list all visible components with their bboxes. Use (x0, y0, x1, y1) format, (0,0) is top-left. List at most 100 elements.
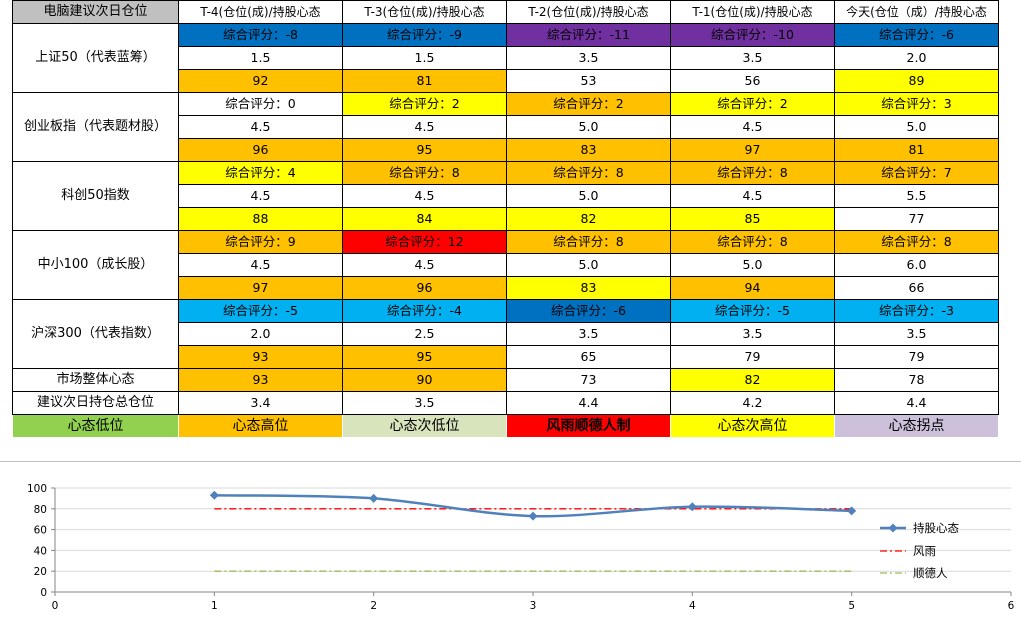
score-row: 科创50指数 综合评分：4 综合评分：8 综合评分：8 综合评分：8 综合评分：7 (12, 161, 999, 231)
index-name: 创业板指（代表题材股） (12, 92, 179, 162)
color-legend-cell: 心态低位 (12, 414, 179, 438)
sentiment-cell: 96 (342, 276, 507, 300)
score-cell: 综合评分：3 (834, 92, 999, 116)
y-tick-label: 60 (34, 525, 47, 537)
score-row: 上证50（代表蓝筹） 综合评分：-8 综合评分：-9 综合评分：-11 综合评分：-10… (12, 23, 999, 93)
score-cell: 综合评分：-5 (670, 299, 835, 323)
position-cell: 3.5 (834, 322, 999, 346)
sentiment-cell: 97 (178, 276, 343, 300)
score-row: 中小100（成长股） 综合评分：9 综合评分：12 综合评分：8 综合评分：8 综合评分：… (12, 230, 999, 300)
market-sentiment-cell: 82 (670, 368, 835, 392)
sentiment-cell: 94 (670, 276, 835, 300)
position-row: 4.5 4.5 5.0 4.5 5.0 (13, 115, 999, 139)
score-cell: 综合评分：-8 (178, 23, 343, 47)
series-point (209, 490, 219, 500)
total-position-cell: 3.4 (178, 391, 343, 415)
position-cell: 4.5 (670, 184, 835, 208)
column-header: 今天(仓位（成）/持股心态 (834, 0, 999, 24)
position-cell: 5.0 (670, 253, 835, 277)
score-cell: 综合评分：12 (342, 230, 507, 254)
x-tick-label: 4 (689, 600, 696, 612)
sentiment-cell: 79 (670, 345, 835, 369)
sentiment-cell: 93 (178, 345, 343, 369)
total-position-row: 建议次日持仓总仓位 3.4 3.5 4.4 4.2 4.4 (12, 391, 999, 415)
series-point (687, 502, 697, 512)
score-cell: 综合评分：-6 (834, 23, 999, 47)
sentiment-cell: 84 (342, 207, 507, 231)
score-cell: 综合评分：8 (834, 230, 999, 254)
color-legend-cell: 风雨顺德人制 (506, 414, 671, 438)
sentiment-cell: 82 (506, 207, 671, 231)
position-cell: 4.5 (342, 115, 507, 139)
position-cell: 3.5 (506, 46, 671, 70)
sentiment-cell: 81 (834, 138, 999, 162)
score-cell: 综合评分：4 (178, 161, 343, 185)
legend-label: 风雨 (913, 544, 936, 558)
sentiment-cell: 89 (834, 69, 999, 93)
column-header: T-3(仓位(成)/持股心态 (342, 0, 507, 24)
series-point (847, 506, 857, 516)
position-cell: 3.5 (670, 46, 835, 70)
series-point (369, 493, 379, 503)
y-tick-label: 100 (27, 483, 47, 495)
score-cell: 综合评分：0 (178, 92, 343, 116)
color-legend-cell: 心态次低位 (342, 414, 507, 438)
position-cell: 3.5 (670, 322, 835, 346)
table-corner-title: 电脑建议次日仓位 (12, 0, 179, 24)
market-sentiment-cell: 90 (342, 368, 507, 392)
position-cell: 6.0 (834, 253, 999, 277)
market-sentiment-label: 市场整体心态 (12, 368, 179, 392)
position-cell: 4.5 (178, 115, 343, 139)
score-cell: 综合评分：8 (342, 161, 507, 185)
sentiment-cell: 85 (670, 207, 835, 231)
position-cell: 1.5 (178, 46, 343, 70)
x-tick-label: 3 (530, 600, 537, 612)
sentiment-cell: 79 (834, 345, 999, 369)
x-tick-label: 1 (211, 600, 218, 612)
index-name: 沪深300（代表指数） (12, 299, 179, 369)
position-cell: 4.5 (342, 253, 507, 277)
position-cell: 2.0 (834, 46, 999, 70)
score-cell: 综合评分：-4 (342, 299, 507, 323)
score-cell: 综合评分：-5 (178, 299, 343, 323)
index-name: 上证50（代表蓝筹） (12, 23, 179, 93)
score-cell: 综合评分：-10 (670, 23, 835, 47)
total-position-cell: 4.4 (834, 391, 999, 415)
sentiment-row: 96 95 83 97 81 (13, 138, 999, 162)
total-position-cell: 4.2 (670, 391, 835, 415)
score-cell: 综合评分：7 (834, 161, 999, 185)
position-cell: 4.5 (670, 115, 835, 139)
score-cell: 综合评分：2 (506, 92, 671, 116)
sentiment-row: 88 84 82 85 77 (13, 207, 999, 231)
score-cell: 综合评分：2 (670, 92, 835, 116)
sentiment-cell: 88 (178, 207, 343, 231)
sentiment-cell: 53 (506, 69, 671, 93)
sentiment-cell: 97 (670, 138, 835, 162)
header-row: 电脑建议次日仓位 T-4(仓位(成)/持股心态 T-3(仓位(成)/持股心态 T-2(… (12, 0, 999, 24)
sentiment-table: 电脑建议次日仓位 T-4(仓位(成)/持股心态 T-3(仓位(成)/持股心态 T-2(… (12, 0, 999, 438)
sentiment-cell: 96 (178, 138, 343, 162)
position-cell: 2.0 (178, 322, 343, 346)
position-cell: 2.5 (342, 322, 507, 346)
total-position-cell: 4.4 (506, 391, 671, 415)
sentiment-cell: 77 (834, 207, 999, 231)
position-cell: 5.5 (834, 184, 999, 208)
score-cell: 综合评分：8 (506, 161, 671, 185)
color-legend-row: 心态低位 心态高位 心态次低位 风雨顺德人制 心态次高位 心态拐点 (12, 414, 999, 438)
y-tick-label: 80 (34, 504, 47, 516)
color-legend-cell: 心态拐点 (834, 414, 999, 438)
chart-area: 0 20 40 60 80 100 0 1 2 3 4 5 6 持股心态 风雨 顺德人 (0, 461, 1021, 627)
score-cell: 综合评分：9 (178, 230, 343, 254)
sentiment-cell: 95 (342, 345, 507, 369)
score-cell: 综合评分：-11 (506, 23, 671, 47)
column-header: T-1(仓位(成)/持股心态 (670, 0, 835, 24)
sentiment-cell: 56 (670, 69, 835, 93)
position-cell: 4.5 (178, 184, 343, 208)
position-cell: 5.0 (506, 115, 671, 139)
x-tick-label: 0 (52, 600, 59, 612)
sentiment-cell: 95 (342, 138, 507, 162)
sentiment-row: 93 95 65 79 79 (13, 345, 999, 369)
x-tick-label: 6 (1008, 600, 1015, 612)
position-cell: 5.0 (506, 184, 671, 208)
